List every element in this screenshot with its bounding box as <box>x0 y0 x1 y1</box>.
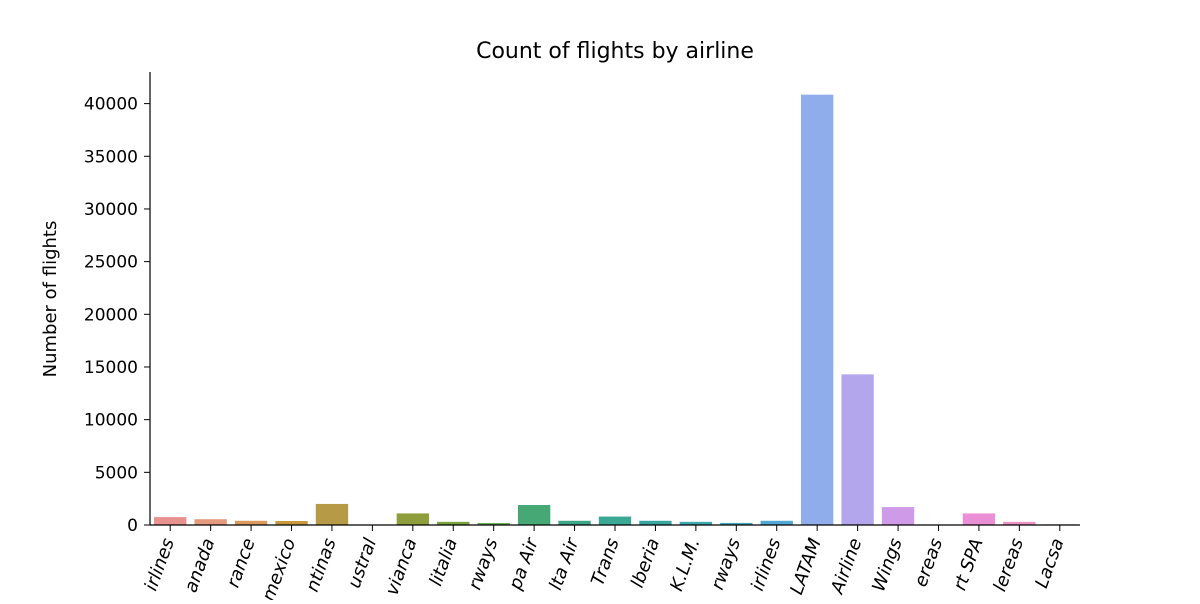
bar-16 <box>801 95 833 525</box>
bar-18 <box>882 507 914 525</box>
y-tick-label-4: 20000 <box>84 305 138 325</box>
x-tick-label-9: pa Air <box>505 534 544 593</box>
x-tick-label-0: irlines <box>141 536 179 594</box>
x-tick-label-16: LATAM <box>786 535 826 597</box>
bar-3 <box>275 521 307 525</box>
x-tick-label-6: vianca <box>382 536 422 599</box>
y-tick-label-0: 0 <box>127 516 138 536</box>
bar-20 <box>963 513 995 525</box>
bars-group <box>154 95 1076 525</box>
x-tick-label-4: ntinas <box>302 536 341 595</box>
x-tick-label-12: lberia <box>627 536 664 591</box>
x-tick-label-22: Lacsa <box>1031 536 1068 591</box>
bar-11 <box>599 517 631 525</box>
y-ticks-group: 0 5000 10000 15000 20000 25000 30000 35000 40000 <box>84 95 150 536</box>
bar-4 <box>316 504 348 525</box>
x-tick-label-2: rance <box>223 536 260 591</box>
y-tick-label-5: 25000 <box>84 253 138 273</box>
bar-12 <box>639 521 671 525</box>
bar-17 <box>841 374 873 525</box>
bar-1 <box>194 519 226 525</box>
y-tick-label-6: 30000 <box>84 200 138 220</box>
x-tick-label-8: rways <box>464 536 502 593</box>
x-tick-label-14: rways <box>707 536 745 593</box>
x-tick-label-5: ustral <box>344 536 381 591</box>
x-tick-label-15: irlines <box>747 536 785 594</box>
y-tick-label-8: 40000 <box>84 95 138 115</box>
y-tick-label-7: 35000 <box>84 147 138 167</box>
y-tick-label-3: 15000 <box>84 358 138 378</box>
bar-9 <box>518 505 550 525</box>
x-tick-label-17: Airline <box>827 536 867 598</box>
bar-15 <box>761 521 793 525</box>
y-axis-label: Number of flights <box>40 221 61 378</box>
x-tick-label-3: mexico <box>258 536 300 600</box>
y-tick-label-2: 10000 <box>84 411 138 431</box>
x-tick-label-13: K.L.M. <box>666 536 704 594</box>
x-tick-label-11: Trans <box>587 536 623 589</box>
bar-2 <box>235 521 267 525</box>
bar-0 <box>154 517 186 525</box>
x-tick-label-7: litalia <box>425 536 462 589</box>
x-tick-label-19: ereas <box>910 536 947 590</box>
bar-6 <box>397 513 429 525</box>
x-tick-label-21: lereas <box>990 536 1029 595</box>
x-tick-label-20: rt SPA <box>949 536 987 594</box>
chart-title: Count of flights by airline <box>476 39 754 64</box>
x-tick-label-1: anada <box>180 536 219 596</box>
x-tick-label-18: Wings <box>868 536 907 595</box>
y-tick-label-1: 5000 <box>95 463 138 483</box>
bar-10 <box>558 521 590 525</box>
x-tick-label-10: lta Air <box>545 534 584 593</box>
